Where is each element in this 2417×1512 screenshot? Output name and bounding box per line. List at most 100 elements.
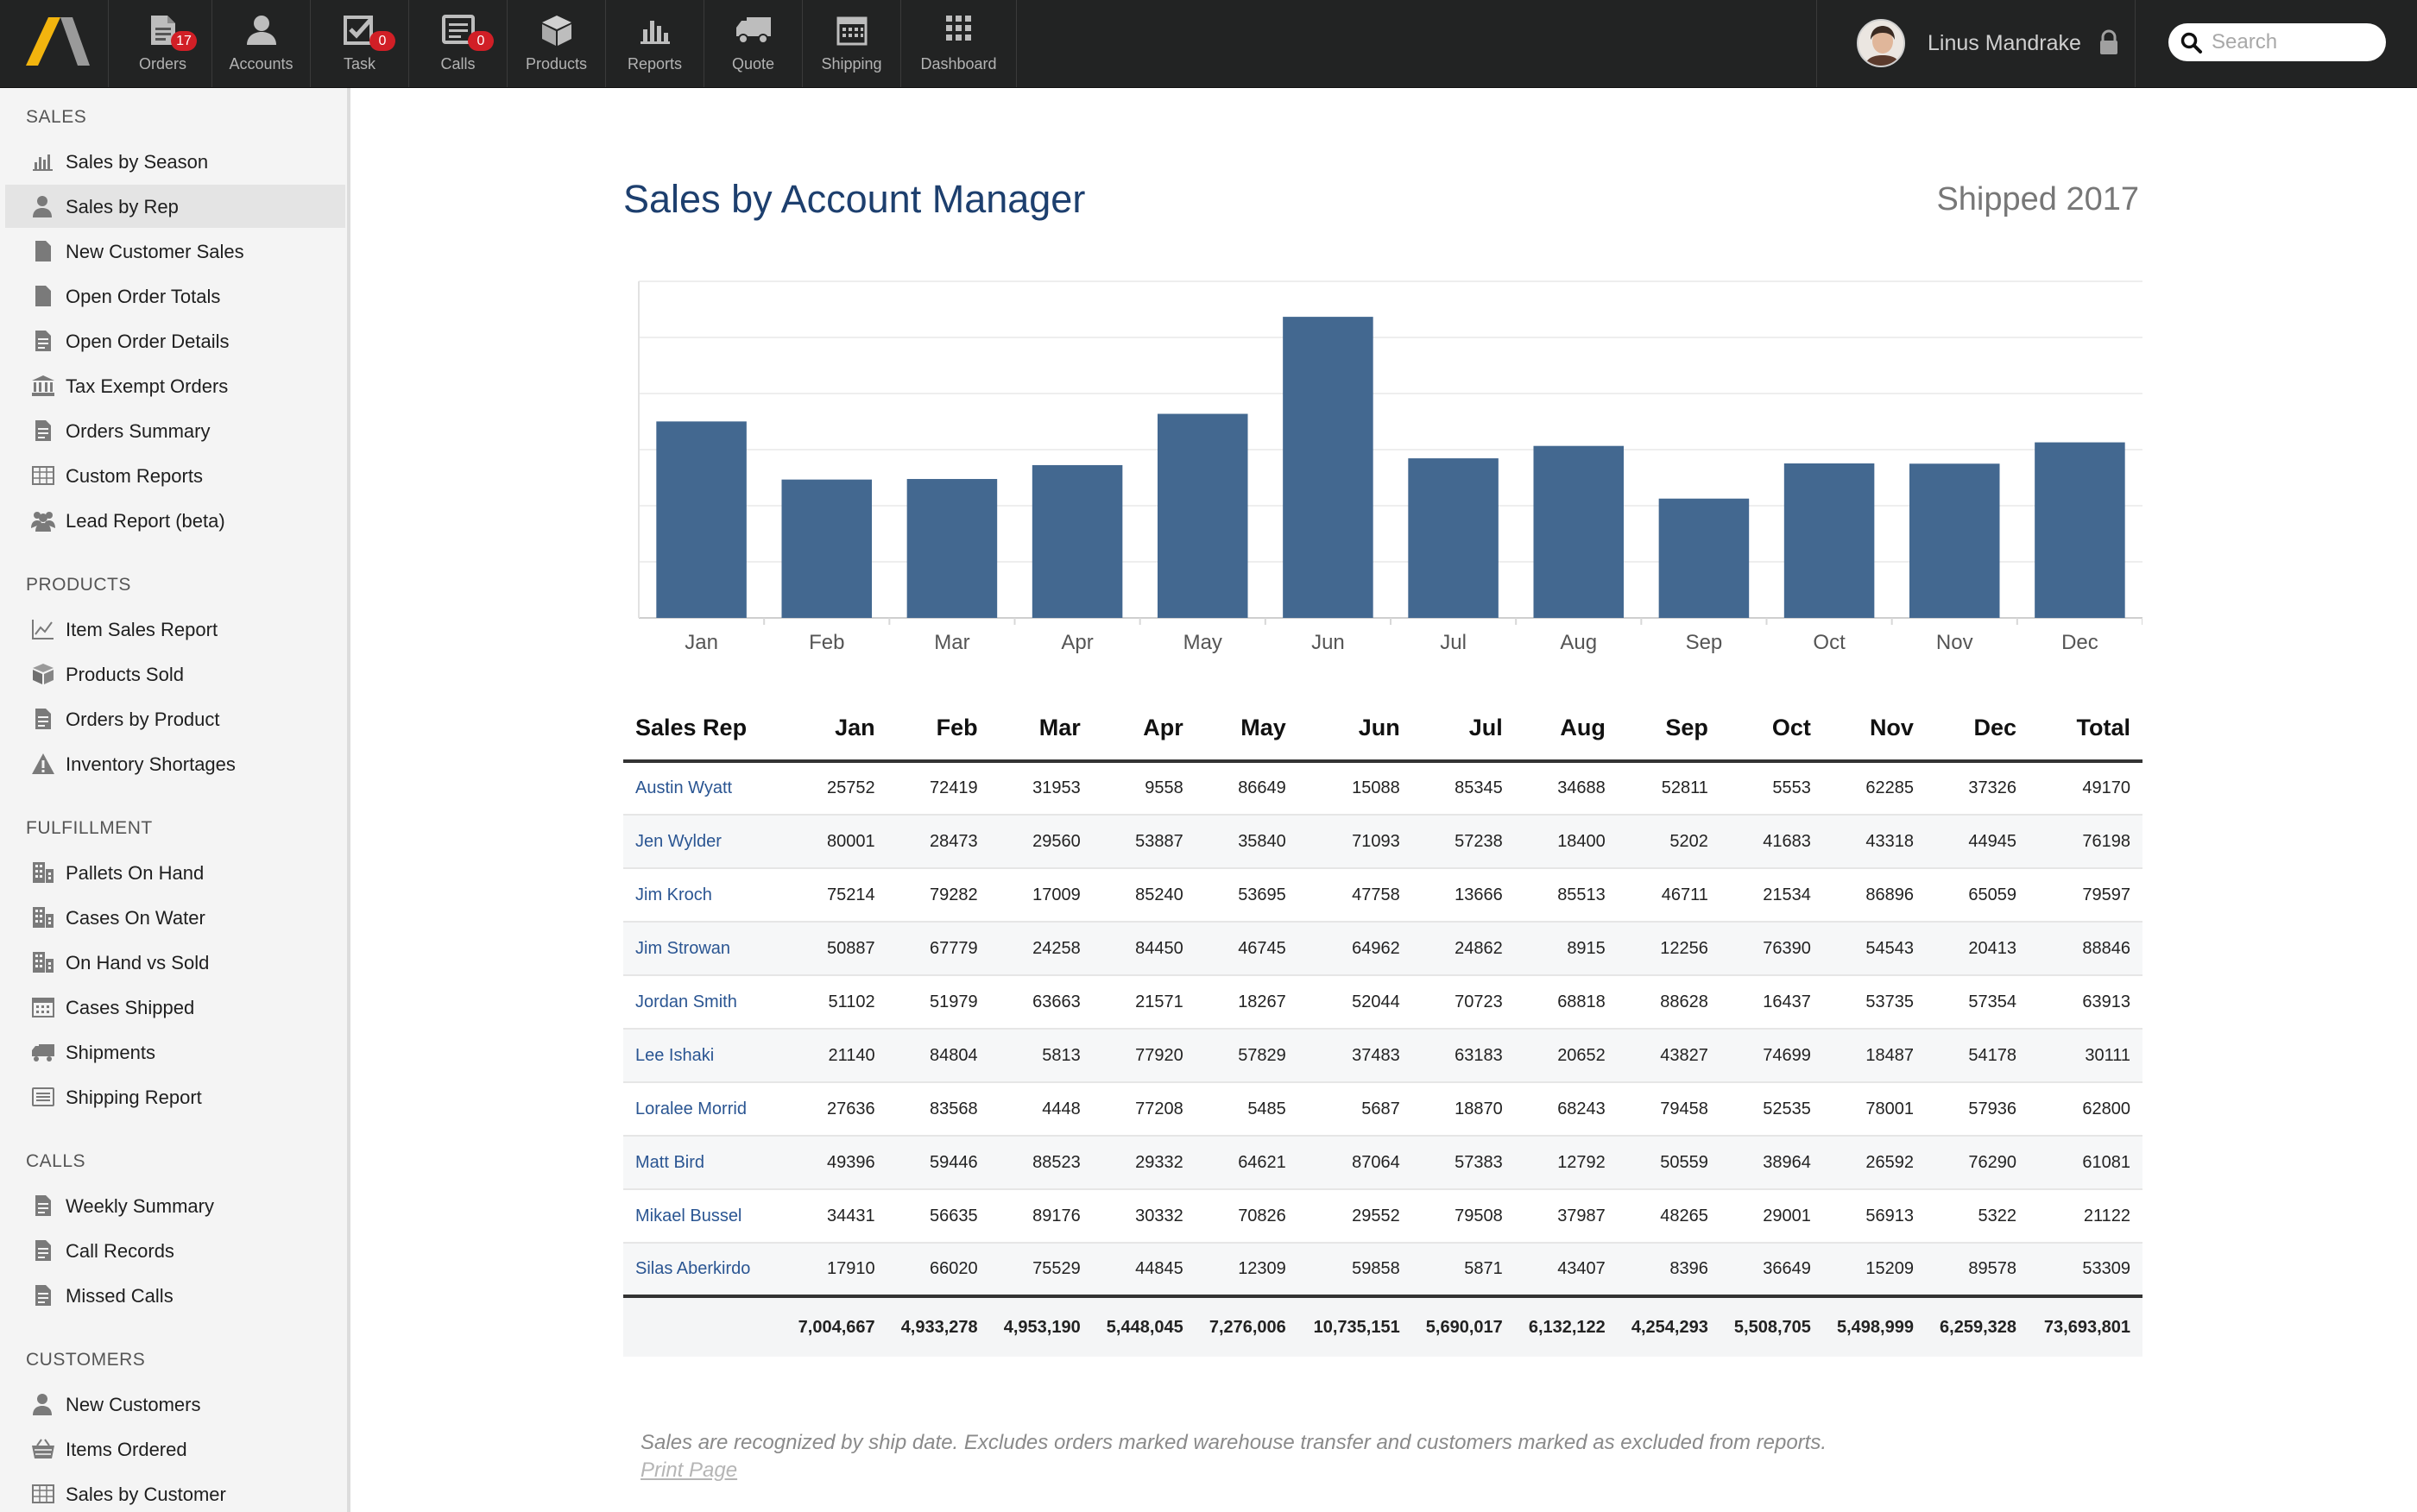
truck-icon — [32, 1044, 54, 1062]
nav-reports[interactable]: Reports — [606, 0, 704, 87]
table-cell: 31953 — [989, 761, 1093, 816]
sidebar-item-pallets-on-hand[interactable]: Pallets On Hand — [5, 851, 345, 894]
table-cell: 38964 — [1720, 1136, 1823, 1190]
sales-rep-link[interactable]: Jim Kroch — [623, 868, 785, 923]
column-header[interactable]: Dec — [1925, 696, 2029, 763]
sidebar-item-inventory-shortages[interactable]: Inventory Shortages — [5, 742, 345, 785]
table-row: Silas Aberkirdo 17910 66020 75529 44845 12309… — [623, 1243, 2142, 1297]
bar-oct[interactable] — [1783, 463, 1875, 618]
sidebar-item-weekly-summary[interactable]: Weekly Summary — [5, 1184, 345, 1227]
column-header[interactable]: Apr — [1092, 696, 1196, 763]
column-header[interactable]: Sep — [1617, 696, 1720, 763]
table-cell: 27636 — [784, 1082, 887, 1137]
bar-nov[interactable] — [1909, 463, 2000, 618]
sidebar-item-missed-calls[interactable]: Missed Calls — [5, 1274, 345, 1317]
sidebar-item-cases-shipped[interactable]: Cases Shipped — [5, 986, 345, 1029]
column-header[interactable]: May — [1195, 696, 1298, 763]
sidebar-item-call-records[interactable]: Call Records — [5, 1229, 345, 1272]
lock-icon[interactable] — [2098, 29, 2119, 55]
sidebar-item-cases-on-water[interactable]: Cases On Water — [5, 896, 345, 939]
bar-jan[interactable] — [656, 421, 747, 618]
x-tick-label: Jul — [1440, 631, 1467, 654]
sales-rep-link[interactable]: Lee Ishaki — [623, 1029, 785, 1083]
sidebar-item-open-order-details[interactable]: Open Order Details — [5, 319, 345, 362]
x-tick-label: Mar — [934, 631, 969, 654]
sales-rep-link[interactable]: Mikael Bussel — [623, 1189, 785, 1244]
sidebar-item-items-ordered[interactable]: Items Ordered — [5, 1427, 345, 1471]
sidebar-item-shipments[interactable]: Shipments — [5, 1030, 345, 1074]
sales-rep-link[interactable]: Loralee Morrid — [623, 1082, 785, 1137]
sidebar-item-new-customers[interactable]: New Customers — [5, 1383, 345, 1426]
sidebar-item-products-sold[interactable]: Products Sold — [5, 652, 345, 696]
sidebar-item-sales-by-customer[interactable]: Sales by Customer — [5, 1472, 345, 1512]
table-row: Lee Ishaki 21140 84804 5813 77920 57829 37483 6… — [623, 1029, 2142, 1083]
table-cell: 5553 — [1720, 761, 1823, 816]
column-header[interactable]: Jun — [1297, 696, 1412, 763]
column-header[interactable]: Sales Rep — [623, 696, 785, 763]
sales-rep-link[interactable]: Silas Aberkirdo — [623, 1243, 785, 1297]
task-badge: 0 — [369, 31, 395, 51]
table-cell: 9558 — [1092, 761, 1196, 816]
nav-task[interactable]: 0 Task — [311, 0, 409, 87]
table-cell: 16437 — [1720, 975, 1823, 1030]
column-header[interactable]: Feb — [887, 696, 990, 763]
user-menu[interactable]: Linus Mandrake — [1816, 0, 2136, 87]
column-header[interactable]: Total — [2029, 696, 2142, 763]
table-cell: 21571 — [1092, 975, 1196, 1030]
nav-dashboard[interactable]: Dashboard — [901, 0, 1017, 87]
nav-accounts[interactable]: Accounts — [212, 0, 311, 87]
column-header[interactable]: Oct — [1720, 696, 1823, 763]
bar-may[interactable] — [1157, 413, 1248, 618]
app-logo[interactable] — [0, 0, 109, 87]
search-input[interactable] — [2212, 28, 2376, 56]
table-cell: 75214 — [784, 868, 887, 923]
sidebar-item-orders-summary[interactable]: Orders Summary — [5, 409, 345, 452]
column-header[interactable]: Mar — [989, 696, 1093, 763]
column-header[interactable]: Aug — [1514, 696, 1618, 763]
table-cell: 4448 — [989, 1082, 1093, 1137]
sidebar-item-new-customer-sales[interactable]: New Customer Sales — [5, 230, 345, 273]
column-header[interactable]: Jul — [1411, 696, 1515, 763]
table-cell: 25752 — [784, 761, 887, 816]
column-header[interactable]: Jan — [784, 696, 887, 763]
nav-calls[interactable]: 0 Calls — [409, 0, 508, 87]
nav-quote[interactable]: Quote — [704, 0, 803, 87]
sidebar-item-tax-exempt-orders[interactable]: Tax Exempt Orders — [5, 364, 345, 407]
bar-jun[interactable] — [1283, 317, 1373, 618]
bar-sep[interactable] — [1658, 498, 1750, 618]
bar-jul[interactable] — [1408, 458, 1499, 618]
top-navbar: 17 Orders Accounts 0 Task 0 Calls Produc… — [0, 0, 2417, 88]
sidebar-item-on-hand-vs-sold[interactable]: On Hand vs Sold — [5, 941, 345, 984]
sidebar-item-sales-by-rep[interactable]: Sales by Rep — [5, 185, 345, 228]
bar-apr[interactable] — [1032, 464, 1123, 618]
search-box[interactable] — [2168, 23, 2386, 61]
column-header[interactable]: Nov — [1822, 696, 1926, 763]
nav-shipping[interactable]: Shipping — [803, 0, 901, 87]
sales-rep-link[interactable]: Jim Strowan — [623, 922, 785, 976]
bar-aug[interactable] — [1533, 445, 1625, 618]
bar-mar[interactable] — [906, 479, 998, 618]
print-page-link[interactable]: Print Page — [641, 1458, 738, 1482]
sidebar-item-item-sales-report[interactable]: Item Sales Report — [5, 608, 345, 651]
sidebar-item-shipping-report[interactable]: Shipping Report — [5, 1075, 345, 1118]
document-lines-icon — [35, 1285, 51, 1306]
sales-rep-link[interactable]: Jen Wylder — [623, 815, 785, 869]
sidebar-item-orders-by-product[interactable]: Orders by Product — [5, 697, 345, 740]
nav-products[interactable]: Products — [508, 0, 606, 87]
nav-label: Accounts — [229, 55, 293, 72]
total-cell: 5,448,045 — [1092, 1295, 1196, 1357]
bar-dec[interactable] — [2035, 442, 2125, 618]
table-cell: 76198 — [2029, 815, 2142, 869]
nav-orders[interactable]: 17 Orders — [114, 0, 212, 87]
sidebar-item-custom-reports[interactable]: Custom Reports — [5, 454, 345, 497]
sidebar-item-open-order-totals[interactable]: Open Order Totals — [5, 274, 345, 318]
bar-feb[interactable] — [781, 479, 873, 618]
sidebar-item-sales-by-season[interactable]: Sales by Season — [5, 140, 345, 183]
x-tick-label: Sep — [1686, 631, 1723, 654]
sales-rep-link[interactable]: Jordan Smith — [623, 975, 785, 1030]
sales-rep-link[interactable]: Austin Wyatt — [623, 761, 785, 816]
user-icon — [212, 14, 310, 50]
table-cell: 5871 — [1411, 1243, 1515, 1297]
sales-rep-link[interactable]: Matt Bird — [623, 1136, 785, 1190]
sidebar-item-lead-report[interactable]: Lead Report (beta) — [5, 499, 345, 542]
